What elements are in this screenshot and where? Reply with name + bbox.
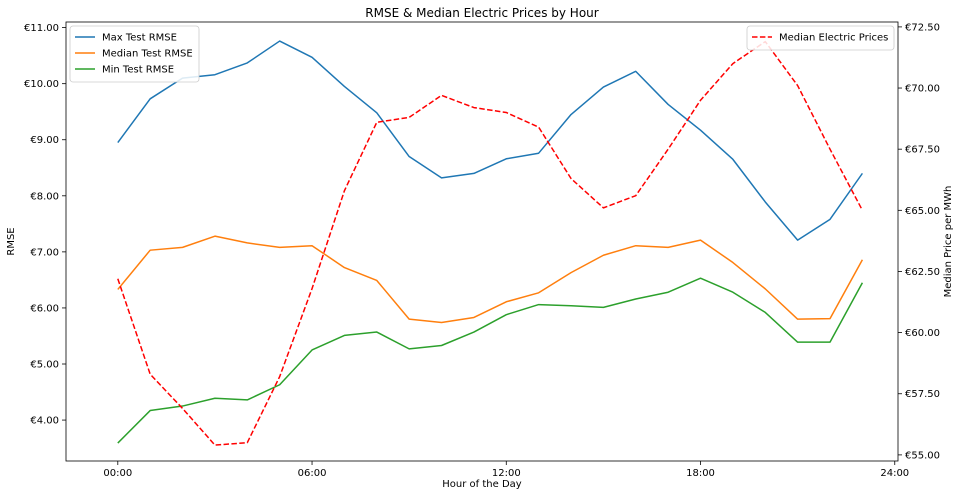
series-line-min-test-rmse: [117, 277, 864, 444]
x-tick-label: 24:00: [880, 468, 909, 479]
series-line-median-test-rmse: [117, 235, 864, 324]
y-tick-label: €8.00: [30, 191, 59, 202]
y-axis-title: RMSE: [6, 227, 17, 255]
chart-title: RMSE & Median Electric Prices by Hour: [365, 6, 598, 20]
series-line-max-test-rmse: [117, 40, 864, 241]
x-tick-label: 18:00: [686, 468, 715, 479]
x-tick-label: 06:00: [298, 468, 327, 479]
y2-tick-label: €65.00: [905, 206, 940, 217]
y-tick-label: €4.00: [30, 416, 59, 427]
x-tick-label: 12:00: [492, 468, 521, 479]
legend-box-upper-left: [69, 25, 200, 83]
y-tick-label: €10.00: [24, 79, 59, 90]
y-tick-label: €9.00: [30, 135, 59, 146]
y-tick-label: €7.00: [30, 247, 59, 258]
y-tick-label: €5.00: [30, 360, 59, 371]
y2-tick-label: €67.50: [905, 145, 940, 156]
y2-tick-label: €62.50: [905, 267, 940, 278]
y2-tick-label: €72.50: [905, 22, 940, 33]
legend-label: Median Test RMSE: [102, 49, 193, 60]
y-tick-label: €11.00: [24, 23, 59, 34]
y2-tick-label: €70.00: [905, 84, 940, 95]
x-tick-label: 00:00: [103, 468, 132, 479]
y-tick-label: €6.00: [30, 303, 59, 314]
legend-label: Median Electric Prices: [779, 33, 888, 44]
plot-frame: [65, 21, 899, 462]
y2-axis-title: Median Price per MWh: [943, 186, 954, 298]
legend-label: Max Test RMSE: [102, 33, 177, 44]
y2-tick-label: €55.00: [905, 450, 940, 461]
x-axis-title: Hour of the Day: [442, 479, 522, 490]
series-line-median-electric-prices: [117, 40, 864, 446]
legend-box-upper-right: [746, 25, 895, 51]
y2-tick-label: €60.00: [905, 328, 940, 339]
legend-label: Min Test RMSE: [102, 65, 174, 76]
y2-tick-label: €57.50: [905, 389, 940, 400]
